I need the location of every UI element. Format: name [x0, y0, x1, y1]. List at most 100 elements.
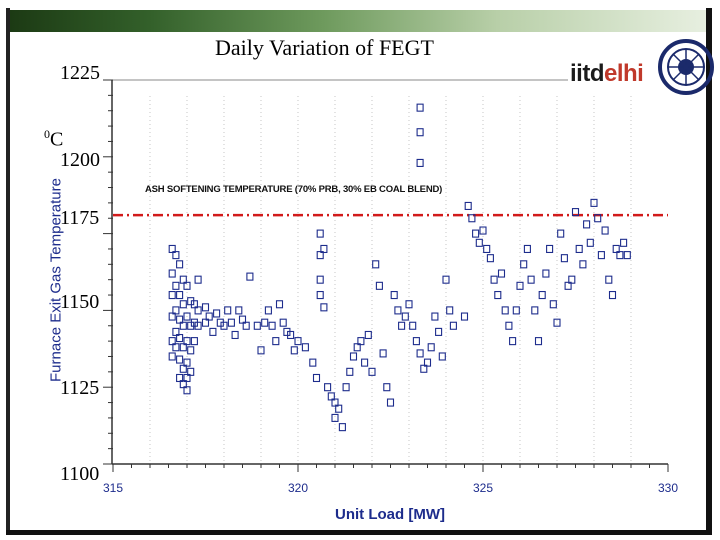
data-point: [431, 312, 439, 321]
data-point: [557, 229, 565, 238]
data-point: [490, 275, 498, 284]
data-point: [279, 318, 287, 327]
data-point: [383, 383, 391, 392]
slide-border-bottom: [6, 530, 712, 535]
data-point: [227, 318, 235, 327]
scatter-points: [168, 103, 631, 432]
data-point: [183, 281, 191, 290]
data-point: [268, 321, 276, 330]
data-point: [316, 275, 324, 284]
data-point: [575, 244, 583, 254]
data-point: [520, 260, 528, 269]
data-point: [183, 337, 191, 346]
y-tick-label: 1175: [60, 207, 100, 229]
data-point: [616, 251, 624, 260]
data-point: [320, 303, 328, 312]
data-point: [553, 318, 561, 327]
data-point: [172, 281, 180, 290]
data-point: [194, 321, 202, 330]
data-point: [464, 201, 472, 211]
data-point: [190, 337, 198, 346]
data-point: [586, 238, 594, 247]
data-point: [564, 281, 572, 290]
data-point: [238, 315, 247, 324]
data-point: [179, 300, 187, 309]
data-point: [494, 290, 502, 300]
data-point: [301, 343, 309, 352]
data-point: [594, 214, 602, 223]
data-point: [176, 290, 184, 300]
data-point: [379, 349, 387, 358]
data-point: [168, 337, 176, 346]
data-point: [312, 373, 321, 383]
data-point: [187, 367, 195, 376]
data-point: [479, 226, 487, 235]
data-point: [401, 312, 409, 321]
data-point: [257, 346, 265, 355]
data-point: [475, 238, 483, 247]
data-point: [412, 337, 420, 346]
data-point: [331, 398, 339, 407]
data-point: [201, 318, 210, 327]
iit-logo-icon: [658, 39, 714, 95]
data-point: [179, 275, 187, 284]
data-point: [571, 208, 580, 217]
data-point: [416, 128, 424, 137]
data-point: [331, 413, 339, 422]
data-point: [168, 244, 176, 254]
data-point: [172, 251, 180, 260]
data-point: [605, 275, 613, 284]
slide-border-left: [6, 8, 10, 534]
data-point: [623, 251, 631, 260]
data-point: [372, 260, 380, 269]
data-point: [416, 103, 424, 112]
data-point: [190, 300, 198, 309]
data-point: [261, 318, 269, 327]
data-point: [287, 330, 295, 340]
data-point: [398, 321, 406, 330]
data-point: [168, 269, 176, 278]
data-point: [546, 244, 554, 254]
data-point: [316, 251, 324, 260]
data-point: [349, 352, 358, 361]
data-point: [486, 254, 494, 263]
data-point: [442, 275, 450, 284]
data-point: [534, 337, 543, 346]
data-point: [420, 364, 428, 373]
data-point: [620, 238, 628, 247]
data-point: [235, 306, 243, 315]
data-point: [168, 290, 176, 300]
data-point: [201, 303, 210, 312]
data-point: [320, 244, 328, 254]
data-point: [531, 306, 539, 315]
data-point: [224, 306, 232, 315]
data-point: [446, 306, 454, 315]
data-point: [590, 198, 598, 207]
threshold-label: ASH SOFTENING TEMPERATURE (70% PRB, 30% …: [145, 184, 443, 195]
data-point: [176, 355, 184, 364]
x-tick-label: 330: [657, 481, 679, 495]
data-point: [468, 214, 476, 223]
data-point: [179, 380, 187, 389]
data-point: [612, 244, 620, 254]
data-point: [364, 330, 372, 340]
data-point: [187, 346, 195, 355]
grid-lines: [149, 96, 632, 464]
data-point: [290, 346, 298, 355]
data-point: [527, 275, 535, 284]
data-point: [176, 333, 184, 343]
data-point: [583, 220, 591, 229]
data-point: [213, 309, 221, 318]
data-point: [449, 321, 457, 330]
data-point: [579, 260, 587, 269]
data-point: [183, 358, 191, 367]
data-point: [272, 337, 280, 346]
y-tick-label: 1225: [60, 62, 100, 84]
data-point: [368, 367, 376, 376]
data-point: [394, 306, 402, 315]
header-band: [10, 10, 706, 32]
data-point: [549, 300, 557, 309]
data-point: [357, 337, 365, 346]
iitdelhi-logo-text: iitdelhi: [570, 60, 644, 87]
